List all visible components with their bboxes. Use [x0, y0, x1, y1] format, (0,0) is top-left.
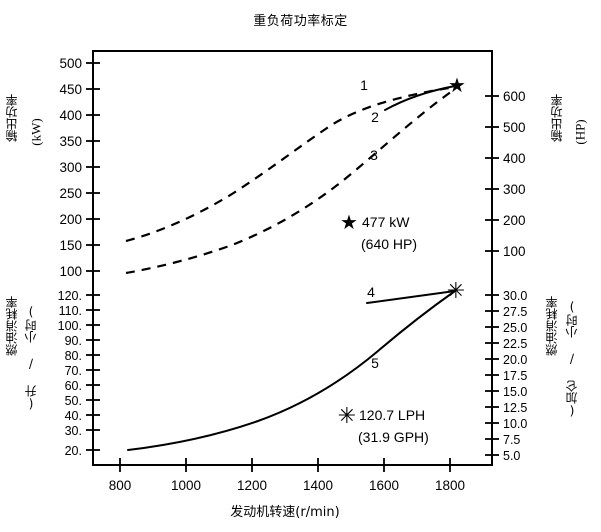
tick-label: 800	[109, 478, 132, 493]
tick-label: 30.	[65, 424, 82, 438]
tick-label: 100.	[58, 319, 82, 333]
curve-label-2: 2	[371, 109, 379, 125]
svg-text:✳: ✳	[447, 279, 465, 304]
asterisk-icon: ✳	[338, 404, 356, 429]
curve-4-fuel-solid	[366, 290, 456, 304]
curve-label-1: 1	[360, 77, 368, 93]
right-bottom-tick-labels: 30.0 27.5 25.0 22.5 20.0 17.5 15.0 12.5 …	[503, 289, 527, 463]
curve-5-fuel-solid	[127, 290, 456, 451]
left-top-tick-marks	[86, 62, 100, 272]
x-axis-title: 发动机转速(r/min)	[230, 504, 339, 520]
power-annotation-line1: 477 kW	[362, 214, 410, 230]
tick-label: 40.	[65, 409, 82, 423]
fuel-annotation-line2: (31.9 GPH)	[358, 429, 429, 445]
svg-text:★: ★	[448, 73, 466, 97]
tick-label: 100	[503, 244, 526, 259]
asterisk-marker-on-curve: ✳	[447, 279, 465, 304]
tick-label: 7.5	[503, 433, 520, 447]
tick-label: 250	[59, 186, 82, 201]
right-top-tick-marks	[485, 95, 499, 252]
tick-label: 350	[59, 134, 82, 149]
tick-label: 450	[59, 82, 82, 97]
tick-label: 400	[59, 108, 82, 123]
tick-label: 150	[59, 238, 82, 253]
curve-label-5: 5	[371, 355, 379, 371]
tick-label: 12.5	[503, 401, 527, 415]
tick-label: 300	[59, 160, 82, 175]
tick-label: 10.0	[503, 417, 527, 431]
chart-title: 重负荷功率标定	[253, 14, 348, 29]
curve-2-power-dashed	[125, 85, 456, 243]
star-marker-on-curve: ★	[448, 73, 466, 97]
left-top-tick-labels: 500 450 400 350 300 250 200 150 100	[59, 56, 82, 279]
tick-label: 120.	[58, 289, 82, 303]
tick-label: 5.0	[503, 449, 520, 463]
star-icon: ★	[340, 210, 358, 234]
left-bottom-tick-labels: 120. 110. 100. 90. 80. 70. 60. 50. 40. 3…	[58, 289, 82, 458]
tick-label: 25.0	[503, 321, 527, 335]
right-bottom-tick-marks	[485, 294, 499, 456]
tick-label: 60.	[65, 379, 82, 393]
tick-label: 200	[59, 212, 82, 227]
tick-label: 1400	[303, 478, 333, 493]
tick-label: 100	[59, 264, 82, 279]
tick-label: 200	[503, 213, 526, 228]
tick-label: 400	[503, 151, 526, 166]
curve-label-4: 4	[367, 284, 375, 300]
fuel-annotation: ✳ 120.7 LPH (31.9 GPH)	[338, 404, 429, 445]
right-top-tick-labels: 600 500 400 300 200 100	[503, 89, 526, 259]
curve-label-3: 3	[370, 147, 378, 163]
fuel-annotation-line1: 120.7 LPH	[359, 407, 425, 423]
tick-label: 500	[59, 56, 82, 71]
tick-label: 20.	[65, 444, 82, 458]
tick-label: 300	[503, 182, 526, 197]
x-axis-tick-labels: 800 1000 1200 1400 1600 1800	[109, 478, 465, 493]
tick-label: 500	[503, 120, 526, 135]
tick-label: 1000	[171, 478, 201, 493]
tick-label: 1800	[435, 478, 465, 493]
tick-label: 27.5	[503, 305, 527, 319]
tick-label: 1200	[237, 478, 267, 493]
tick-label: 110.	[59, 304, 82, 318]
tick-label: 1600	[369, 478, 399, 493]
tick-label: 70.	[65, 364, 82, 378]
tick-label: 50.	[65, 394, 82, 408]
tick-label: 17.5	[503, 369, 527, 383]
tick-label: 600	[503, 89, 526, 104]
tick-label: 20.0	[503, 353, 527, 367]
tick-label: 80.	[65, 349, 82, 363]
tick-label: 30.0	[503, 289, 527, 303]
x-axis-tick-marks	[119, 458, 451, 472]
curve-3-power-dashed	[125, 88, 456, 275]
power-annotation: ★ 477 kW (640 HP)	[340, 210, 417, 252]
power-annotation-line2: (640 HP)	[361, 236, 417, 252]
tick-label: 22.5	[503, 337, 527, 351]
tick-label: 90.	[65, 334, 82, 348]
tick-label: 15.0	[503, 385, 527, 399]
plot-frame	[92, 50, 493, 466]
left-bottom-tick-marks	[86, 294, 100, 451]
